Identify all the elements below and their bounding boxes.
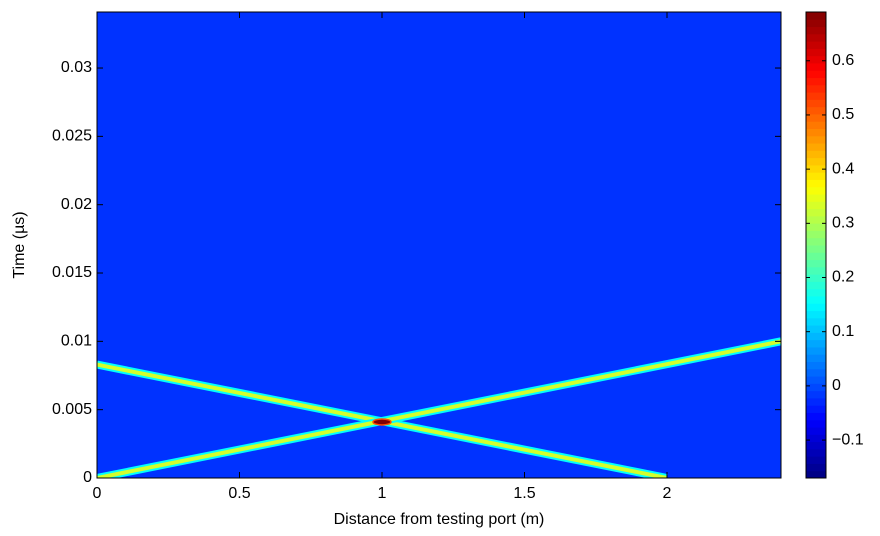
- y-tick-label: 0: [83, 469, 92, 486]
- colorbar-cell: [806, 150, 826, 159]
- colorbar-cell: [806, 383, 826, 392]
- fronts: [97, 337, 781, 478]
- colorbar-cell: [806, 390, 826, 399]
- colorbar-cell: [806, 215, 826, 224]
- colorbar-cell: [806, 128, 826, 137]
- colorbar-cell: [806, 419, 826, 428]
- front: [97, 339, 781, 478]
- colorbar-cell: [806, 106, 826, 115]
- colorbar-cell: [806, 470, 826, 479]
- y-tick-label: 0.025: [52, 128, 92, 145]
- x-tick-label: 1: [378, 485, 387, 502]
- plot-frame: [96, 11, 782, 479]
- colorbar-cell: [806, 33, 826, 42]
- colorbar-cell: [806, 237, 826, 246]
- colorbar-cell: [806, 84, 826, 93]
- colorbar-cell: [806, 274, 826, 282]
- colorbar-cell: [806, 157, 826, 166]
- x-tick-label: 2: [663, 485, 672, 502]
- x-tick-label: 0: [93, 485, 102, 502]
- colorbar-tick-label: 0.2: [832, 269, 854, 286]
- y-tick-label: 0.01: [61, 333, 92, 350]
- colorbar-cell: [806, 397, 826, 406]
- colorbar-cell: [806, 456, 826, 464]
- x-axis-label: Distance from testing port (m): [334, 511, 545, 528]
- y-tick-label: 0.005: [52, 401, 92, 418]
- colorbar-cell: [806, 230, 826, 239]
- colorbar-cell: [806, 70, 826, 79]
- colorbar-cell: [806, 172, 826, 180]
- colorbar-cell: [806, 303, 826, 312]
- colorbar-tick-label: 0.6: [832, 52, 854, 69]
- colorbar-cell: [806, 346, 826, 355]
- colorbar-cell: [806, 310, 826, 319]
- colorbar-cell: [806, 186, 826, 195]
- colorbar-cell: [806, 194, 826, 202]
- colorbar-cell: [806, 245, 826, 253]
- colorbar-cell: [806, 325, 826, 333]
- colorbar-cell: [806, 55, 826, 64]
- y-axis-label: Time (µs): [11, 211, 28, 278]
- colorbar-cell: [806, 463, 826, 472]
- colorbar-cell: [806, 77, 826, 86]
- colorbar-tick-label: 0.5: [832, 106, 854, 123]
- colorbar-tick-label: 0.4: [832, 160, 854, 177]
- peak: [372, 418, 392, 426]
- colorbar-cell: [806, 434, 826, 443]
- colorbar-cell: [806, 113, 826, 122]
- y-tick-label: 0.02: [61, 196, 92, 213]
- colorbar-cell: [806, 288, 826, 297]
- colorbar-cell: [806, 19, 826, 28]
- y-tick-label: 0.03: [61, 59, 92, 76]
- colorbar-tick-label: 0: [832, 377, 841, 394]
- colorbar-cell: [806, 135, 826, 144]
- colorbar-cell: [806, 179, 826, 188]
- colorbar-cell: [806, 448, 826, 457]
- colorbar-cell: [806, 223, 826, 231]
- colorbar-cell: [806, 281, 826, 290]
- x-tick-label: 1.5: [513, 485, 535, 502]
- background: [97, 12, 781, 478]
- colorbar-cell: [806, 92, 826, 100]
- colorbar-cell: [806, 26, 826, 35]
- x-tick-label: 0.5: [228, 485, 250, 502]
- colorbar-cell: [806, 208, 826, 217]
- colorbar-cell: [806, 266, 826, 275]
- colorbar-frame: [805, 11, 827, 479]
- colorbar-cell: [806, 412, 826, 421]
- colorbar-tick-label: −0.1: [832, 431, 864, 448]
- colorbar-cell: [806, 48, 826, 57]
- colorbar-cell: [806, 354, 826, 362]
- colorbar-tick-label: 0.1: [832, 323, 854, 340]
- colorbar-cell: [806, 259, 826, 268]
- colorbar-cell: [806, 252, 826, 261]
- colorbar-cell: [806, 332, 826, 341]
- colorbar-cell: [806, 12, 826, 20]
- colorbar-cell: [806, 201, 826, 210]
- colorbar-cell: [806, 99, 826, 108]
- colorbar-cell: [806, 427, 826, 435]
- colorbar-cell: [806, 121, 826, 129]
- colorbar-cell: [806, 405, 826, 413]
- colorbar-cell: [806, 143, 826, 151]
- colorbar-cell: [806, 62, 826, 71]
- colorbar-tick-label: 0.3: [832, 215, 854, 232]
- colorbar-cell: [806, 164, 826, 173]
- colorbar-cell: [806, 295, 826, 304]
- colorbar-cell: [806, 361, 826, 370]
- colorbar-cell: [806, 441, 826, 450]
- colorbar-cell: [806, 368, 826, 377]
- colorbar-cell: [806, 339, 826, 348]
- colorbar-cell: [806, 41, 826, 49]
- y-tick-label: 0.015: [52, 264, 92, 281]
- colorbar-cell: [806, 376, 826, 384]
- colorbar-cell: [806, 317, 826, 326]
